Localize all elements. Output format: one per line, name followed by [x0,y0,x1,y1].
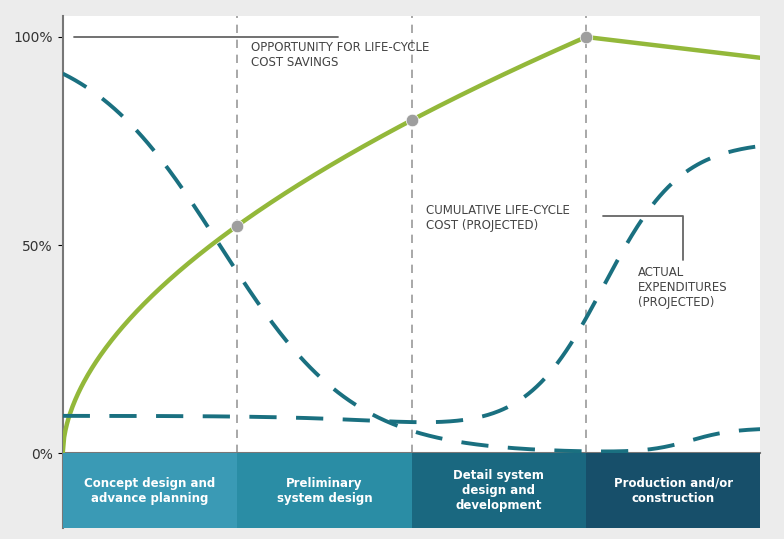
Text: Preliminary
system design: Preliminary system design [277,477,372,505]
Text: Production and/or
construction: Production and/or construction [614,477,733,505]
Bar [237,453,412,528]
Bar [412,453,586,528]
Text: Concept design and
advance planning: Concept design and advance planning [85,477,216,505]
Bar [63,453,237,528]
Text: ACTUAL
EXPENDITURES
(PROJECTED): ACTUAL EXPENDITURES (PROJECTED) [603,216,728,309]
Text: OPPORTUNITY FOR LIFE-CYCLE
COST SAVINGS: OPPORTUNITY FOR LIFE-CYCLE COST SAVINGS [74,37,430,69]
Text: Detail system
design and
development: Detail system design and development [453,469,544,512]
Text: CUMULATIVE LIFE-CYCLE
COST (PROJECTED): CUMULATIVE LIFE-CYCLE COST (PROJECTED) [426,204,569,232]
Bar [586,453,760,528]
